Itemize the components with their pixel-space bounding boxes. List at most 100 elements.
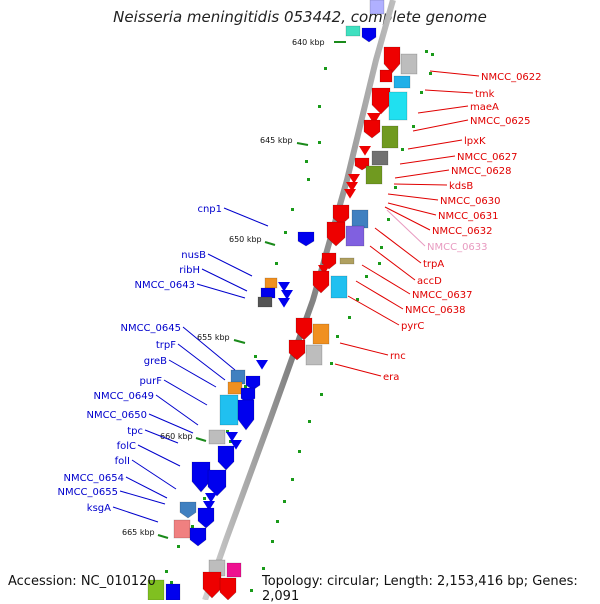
leader-left-4 [182,326,236,371]
left-label-8: NMCC_0649 [93,391,154,402]
gene-l22 [203,501,215,511]
kbp-label-1: 645 kbp [260,136,293,145]
leader-right-14 [361,264,411,295]
left-label-2: ribH [179,265,200,276]
gene-b2 [226,562,242,578]
right-label-5: NMCC_0627 [457,152,518,163]
leader-left-0 [223,207,269,227]
minor-tick-13 [401,148,404,151]
leader-left-14 [119,490,166,505]
gene-r4 [393,75,411,89]
gene-l15 [208,429,226,445]
gene-r1 [383,46,401,74]
leader-left-7 [163,379,208,406]
gene-l17 [230,440,242,450]
right-label-1: tmk [475,89,495,100]
genome-backbone [202,0,396,600]
leader-right-10 [384,206,431,231]
gene-l2 [264,277,278,289]
accession-text: Accession: NC_010120 [8,574,156,589]
minor-tick-18 [365,275,368,278]
gene-features [147,0,418,600]
kbp-scale: 640 kbp 645 kbp 650 kbp 655 kbp 660 kbp 665 k… [122,38,346,539]
gene-r17 [332,204,350,226]
right-label-15: NMCC_0638 [405,305,466,316]
minor-tick-4 [305,160,308,163]
gene-r23 [318,265,330,275]
left-label-15: ksgA [87,503,111,514]
minor-tick-14 [394,186,397,189]
minor-tick-2 [318,105,321,108]
minor-tick-41 [244,385,247,388]
left-label-3: NMCC_0643 [134,280,195,291]
left-label-5: trpF [156,340,176,351]
gene-r18 [351,209,369,229]
minor-tick-16 [380,246,383,249]
label-leaders [112,70,480,523]
minor-tick-23 [320,393,323,396]
kbp-label-0: 640 kbp [292,38,325,47]
leader-left-10 [144,429,179,444]
gene-r15 [346,182,358,192]
gene-top-a [369,0,385,15]
right-label-0: NMCC_0622 [481,72,542,83]
page-title: Neisseria meningitidis 053442, complete … [113,8,487,26]
minor-tick-5 [307,178,310,181]
minor-tick-27 [283,500,286,503]
gene-l11 [227,381,243,395]
leader-left-3 [196,283,246,299]
left-label-10: tpc [127,426,143,437]
gene-r19 [326,221,346,247]
right-label-17: rnc [390,351,406,362]
minor-tick-10 [429,72,432,75]
gene-r12 [354,157,370,171]
gene-r24 [312,270,330,294]
gene-l19 [191,461,211,493]
right-label-2: maeA [470,102,499,113]
gene-b4 [219,577,237,600]
gene-b5 [147,579,165,600]
leader-right-17 [339,342,389,356]
left-label-12: folI [115,456,130,467]
gene-r6 [388,91,408,121]
gene-l13 [219,394,239,426]
minor-tick-20 [348,316,351,319]
gene-b3 [202,571,222,599]
leader-left-12 [131,459,177,490]
leader-right-8 [387,193,439,201]
leader-left-5 [177,343,226,381]
minor-tick-30 [262,567,265,570]
right-label-14: NMCC_0637 [412,290,473,301]
kbp-tick-1 [296,142,309,146]
gene-l20 [207,469,227,497]
minor-tick-17 [378,262,381,265]
right-label-18: era [383,372,399,383]
gene-r9 [363,119,381,139]
left-label-13: NMCC_0654 [63,473,124,484]
left-label-9: NMCC_0650 [86,410,147,421]
minor-tick-33 [229,440,232,443]
gene-r16 [344,189,356,199]
kbp-label-4: 660 kbp [160,432,193,441]
gene-r25 [330,275,348,299]
gene-l25 [173,519,191,539]
gene-l14 [237,399,255,431]
gene-r13 [365,165,383,185]
gene-r10 [359,146,371,156]
leader-right-4 [407,139,463,150]
left-label-11: folC [117,441,136,452]
kbp-label-3: 655 kbp [197,333,230,342]
gene-l6 [257,296,273,308]
gene-l5 [281,290,293,300]
minor-tick-19 [356,298,359,301]
minor-tick-25 [298,450,301,453]
kbp-label-5: 665 kbp [122,528,155,537]
leader-left-2 [201,268,248,292]
leader-right-11 [386,209,426,247]
right-label-7: kdsB [449,181,473,192]
minor-tick-3 [318,141,321,144]
gene-r20 [345,225,365,247]
leader-left-1 [207,253,253,277]
